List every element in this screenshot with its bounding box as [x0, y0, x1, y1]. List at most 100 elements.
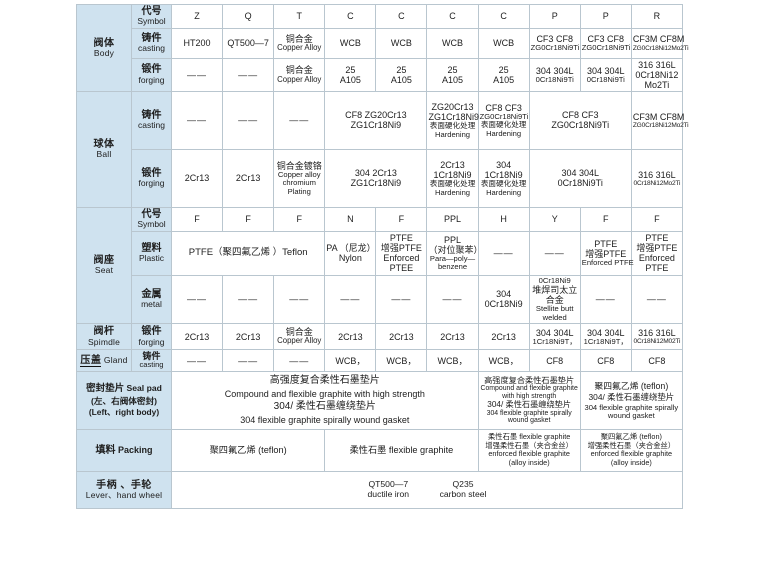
sub-label-body-forging: 锻件 forging [131, 57, 172, 92]
sub-label-symbol-cn: 代号 [141, 6, 162, 17]
seat-plastic-10: PTFE 增强PTFE Enforced PTFE [630, 230, 683, 276]
gland-5: WCB， [375, 349, 428, 372]
seat-metal-4: —— [324, 274, 377, 325]
body-forging-6: 25 A105 [426, 57, 479, 92]
ball-casting-8-9: CF8 CF3 ZG0Cr18Ni9Ti [528, 90, 632, 150]
gland-1: —— [170, 349, 224, 372]
ball-casting-2: —— [222, 90, 275, 150]
sub-label-casting-cn: 铸件 [141, 32, 162, 44]
spindle-10: 316 316L 0Cr18Ni12M02Ti [630, 323, 683, 351]
body-forging-3: 铜合金 Copper Alloy [273, 57, 326, 92]
spindle-8: 304 304L 1Cr18Ni9T， [528, 323, 581, 351]
body-casting-2: QT500—7 [222, 27, 275, 59]
row-label-packing: 填料 Packing [76, 428, 172, 472]
ball-forging-6: 2Cr13 1Cr18Ni9 表面硬化处理 Hardening [426, 148, 479, 208]
body-casting-6: WCB [426, 27, 479, 59]
gland-3: —— [273, 349, 326, 372]
seat-symbol-6: PPL [426, 206, 479, 232]
seat-metal-7: 304 0Cr18Ni9 [477, 274, 530, 325]
packing-10: 聚四氟乙烯 (teflon) 增强柔性石墨（夹合金丝） enforced fle… [579, 428, 683, 472]
spindle-9: 304 304L 1Cr18Ni9T， [579, 323, 632, 351]
seal-pad-mid: 高强度复合柔性石墨垫片 Compound and flexible graphi… [477, 370, 581, 430]
row-label-ball-en: Ball [96, 149, 112, 160]
sub-label-body-casting: 铸件 casting [131, 27, 172, 59]
seat-symbol-8: Y [528, 206, 581, 232]
row-label-gland-en: Gland [103, 354, 128, 365]
row-label-body-en: Body [93, 47, 115, 58]
seat-symbol-7: H [477, 206, 530, 232]
gland-9: CF8 [579, 349, 632, 372]
seat-symbol-5: F [375, 206, 428, 232]
table-row: 铸件 casting HT200 QT500—7 铜合金 Copper Allo… [77, 27, 689, 59]
seat-metal-6: —— [426, 274, 479, 325]
row-label-lever: 手柄 、手轮 Lever、hand wheel [76, 470, 172, 509]
seat-symbol-3: F [273, 206, 326, 232]
lever-materials: QT500—7 ductile iron Q235 carbon steel [171, 470, 683, 509]
row-label-body-cn: 阀体 [93, 37, 115, 49]
spindle-3: 铜合金 Copper Alloy [273, 323, 326, 351]
ball-casting-3: —— [273, 90, 326, 150]
spindle-4: 2Cr13 [324, 323, 377, 351]
packing-en: Packing [118, 444, 153, 455]
sub-label-spindle-forging: 锻件 forging [131, 323, 172, 351]
row-label-seal-pad: 密封垫片 Seal pad (左、右阀体密封) (Left、right body… [76, 370, 172, 430]
table-row: 填料 Packing 聚四氟乙烯 (teflon) 柔性石墨 flexible … [76, 428, 683, 472]
body-forging-9: 304 304L 0Cr18Ni9Ti [579, 57, 632, 92]
body-casting-10: CF3M CF8M ZG0Cr18Ni12Mo2Ti [630, 27, 689, 59]
lever-material-ductile-iron: QT500—7 ductile iron [367, 479, 410, 499]
body-symbol-8: P [528, 4, 581, 29]
seat-symbol-1: F [170, 206, 224, 232]
sub-label-ball-forging: 锻件 forging [131, 148, 172, 208]
body-symbol-7: C [477, 4, 530, 29]
body-casting-4: WCB [324, 27, 377, 59]
seat-symbol-4: N [324, 206, 377, 232]
sub-label-seat-metal: 金属 metal [131, 274, 172, 325]
seat-metal-8: 0Cr18Ni9 堆焊司太立 合金 Stellite butt welded [528, 274, 581, 325]
seat-symbol-10: F [630, 206, 683, 232]
sub-label-ball-casting: 铸件 casting [131, 90, 172, 150]
seat-metal-2: —— [222, 274, 275, 325]
row-label-ball: 球体 Ball [76, 90, 132, 208]
body-casting-8: CF3 CF8 ZG0Cr18Ni9Ti [528, 27, 581, 59]
ball-forging-7: 304 1Cr18Ni9 表面硬化处理 Hardening [477, 148, 530, 208]
body-forging-10: 316 316L 0Cr18Ni12 Mo2Ti [630, 57, 683, 92]
seat-plastic-7: —— [477, 230, 530, 276]
body-casting-5: WCB [375, 27, 428, 59]
seat-plastic-9: PTFE 增强PTFE Enforced PTFE [579, 230, 634, 276]
body-symbol-2: Q [222, 4, 275, 29]
seat-plastic-5: PTFE 增强PTFE Enforced PTEE [375, 230, 428, 276]
table-row: 塑料 Plastic PTFE（聚四氟乙烯 ）Teflon PA （尼龙） Ny… [77, 230, 683, 276]
ball-forging-8-9: 304 304L 0Cr18Ni9Ti [528, 148, 632, 208]
spindle-1: 2Cr13 [170, 323, 224, 351]
row-label-seat-cn: 阀座 [93, 255, 115, 267]
row-label-ball-cn: 球体 [93, 139, 115, 151]
seal-pad-left: 高强度复合柔性石墨垫片 Compound and flexible graphi… [171, 370, 479, 430]
seat-metal-3: —— [273, 274, 326, 325]
seat-plastic-6: PPL （对位聚苯） Para—poly— benzene [426, 230, 482, 276]
seat-plastic-4: PA （尼龙） Nylon [324, 230, 377, 276]
seat-metal-10: —— [630, 274, 683, 325]
body-casting-3: 铜合金 Copper Alloy [273, 27, 326, 59]
gland-7: WCB， [477, 349, 530, 372]
row-label-spindle: 阀杆 Spimdle [76, 323, 132, 351]
table-row: 球体 Ball 铸件 casting —— —— —— CF8 ZG20Cr13… [76, 90, 689, 208]
seat-symbol-9: F [579, 206, 632, 232]
seat-plastic-1-3: PTFE（聚四氟乙烯 ）Teflon [170, 230, 326, 276]
row-label-spindle-en: Spimdle [87, 336, 121, 347]
packing-left: 聚四氟乙烯 (teflon) [170, 428, 326, 472]
body-symbol-10: R [630, 4, 683, 29]
lever-en: Lever、hand wheel [85, 489, 163, 500]
body-forging-2: —— [222, 57, 275, 92]
row-label-spindle-cn: 阀杆 [93, 326, 115, 338]
seal-pad-cn: 密封垫片 [86, 383, 125, 394]
row-label-gland-cn: 压盖 [80, 354, 102, 367]
seat-symbol-2: F [222, 206, 275, 232]
ball-casting-7: CF8 CF3 ZG0Cr18Ni9Ti 表面硬化处理 Hardening [477, 90, 530, 150]
sub-label-forging-cn: 锻件 [141, 64, 162, 76]
sub-label-seat-symbol: 代号 Symbol [131, 206, 172, 232]
table-row: 阀座 Seat 代号 Symbol F F F N F PPL H Y F F [76, 206, 683, 325]
valve-material-spec-table: 阀体 Body 代号 Symbol Z Q T C C C C P P R 铸件… [76, 4, 689, 509]
gland-10: CF8 [630, 349, 683, 372]
sub-label-seat-plastic: 塑料 Plastic [131, 230, 172, 276]
